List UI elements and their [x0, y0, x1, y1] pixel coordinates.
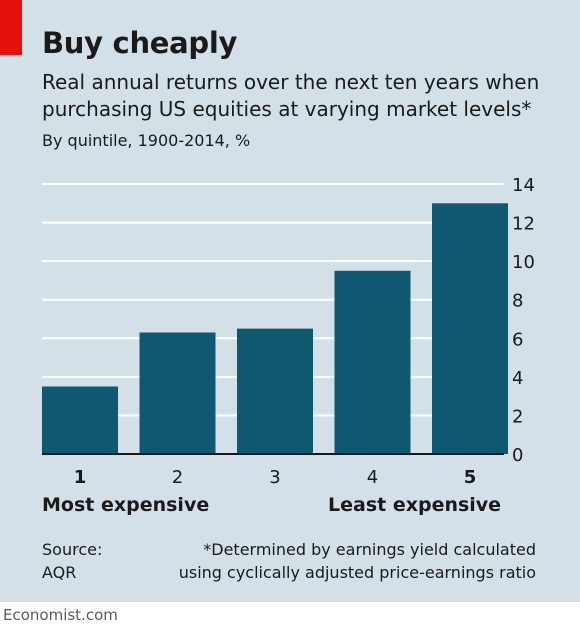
y-tick-label: 10 [512, 252, 535, 273]
bar-5 [432, 203, 508, 454]
footnote-line-2: using cyclically adjusted price-earnings… [178, 563, 536, 582]
footnote-line-1: *Determined by earnings yield calculated [203, 540, 536, 559]
y-tick-label: 4 [512, 368, 523, 389]
unit-note: By quintile, 1900-2014, % [42, 131, 251, 150]
chart-subtitle: Real annual returns over the next ten ye… [42, 70, 540, 121]
bar-3 [237, 328, 313, 454]
source-label: Source: [42, 540, 103, 559]
category-note-right: Least expensive [328, 494, 502, 516]
source-note: Source: AQR [42, 538, 102, 584]
y-tick-label: 2 [512, 406, 523, 427]
y-tick-label: 12 [512, 214, 535, 235]
y-tick-labels: 0 2 4 6 8 10 12 14 [512, 175, 535, 466]
y-tick-label: 8 [512, 291, 523, 312]
y-tick-label: 14 [512, 175, 535, 196]
category-note-left: Most expensive [42, 494, 210, 516]
x-tick-label-3: 3 [269, 467, 280, 488]
y-tick-label: 6 [512, 329, 523, 350]
grid-lines [42, 183, 504, 417]
footnote: *Determined by earnings yield calculated… [156, 538, 536, 584]
bar-2 [139, 332, 216, 454]
bar-1 [42, 386, 118, 454]
source-name: AQR [42, 563, 77, 582]
brand-label: Economist.com [3, 606, 118, 624]
x-tick-label-1: 1 [74, 467, 87, 488]
bar-4 [334, 270, 411, 454]
bars [42, 203, 508, 454]
x-tick-label-2: 2 [172, 467, 183, 488]
brand-red-tag [0, 0, 22, 55]
y-tick-label: 0 [512, 445, 523, 466]
x-tick-label-5: 5 [464, 467, 477, 488]
x-tick-label-4: 4 [367, 467, 378, 488]
chart-title: Buy cheaply [42, 26, 238, 60]
x-tick-labels: 1 2 3 4 5 [74, 467, 477, 488]
